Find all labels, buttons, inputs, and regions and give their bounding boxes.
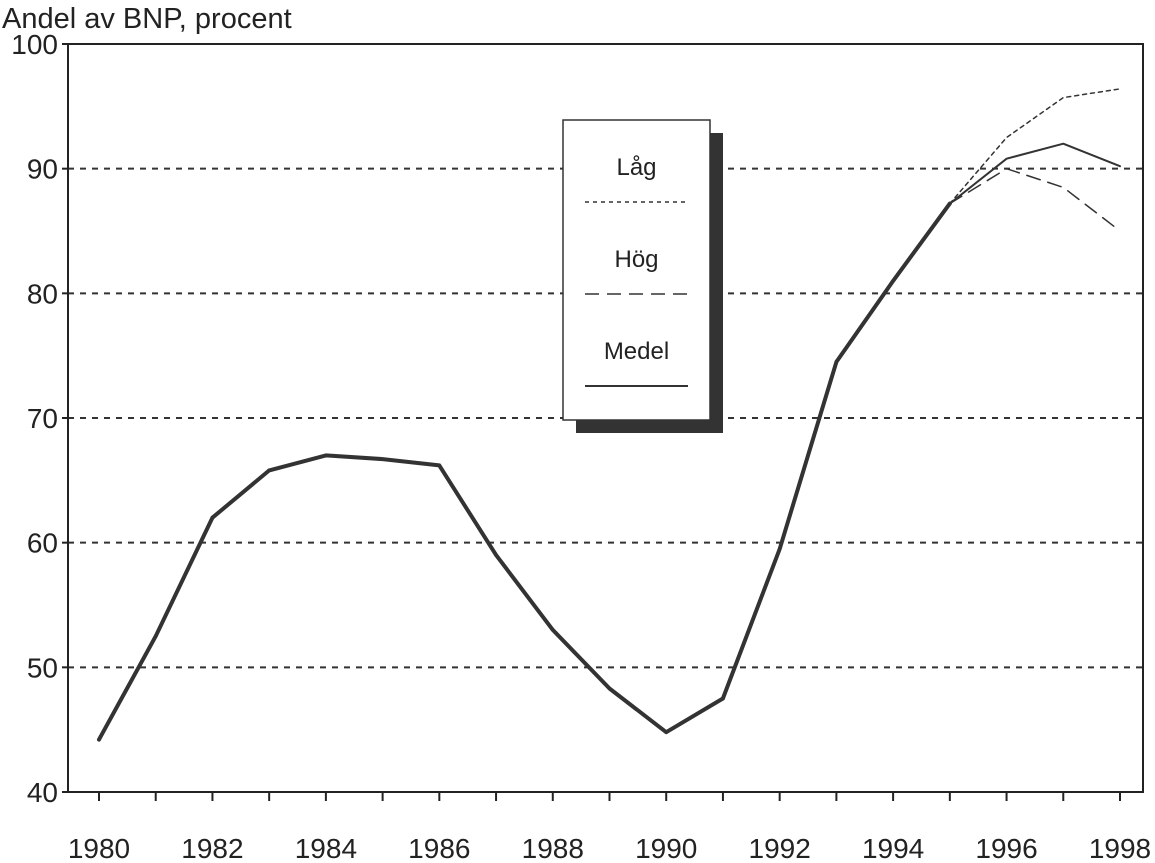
- x-tick-label: 1998: [1089, 833, 1151, 863]
- history-point: [210, 515, 215, 520]
- history-point: [324, 453, 328, 458]
- series-lines: [97, 88, 1121, 742]
- history-point: [721, 696, 725, 701]
- legend-label: Hög: [614, 246, 658, 273]
- history-point: [834, 360, 839, 364]
- series-line-lg: [949, 88, 1121, 205]
- y-tick-label: 90: [27, 154, 58, 185]
- legend-box: [562, 119, 711, 421]
- y-tick-label: 100: [11, 29, 58, 60]
- history-point: [267, 468, 271, 473]
- x-tick-label: 1982: [181, 833, 243, 863]
- x-ticks: 1980 1982 1984 1986 1988 1990 1992 1994 1996 1998: [68, 792, 1151, 863]
- legend-label: Låg: [616, 154, 656, 181]
- x-tick-label: 1986: [408, 833, 470, 863]
- history-point: [437, 463, 442, 468]
- x-tick-label: 1990: [635, 833, 697, 863]
- x-tick-label: 1994: [862, 833, 924, 863]
- history-point: [153, 634, 158, 638]
- history-point: [380, 457, 385, 461]
- history-point: [97, 737, 101, 742]
- history-point: [664, 730, 669, 734]
- y-tick-label: 70: [27, 403, 58, 434]
- x-tick-label: 1996: [975, 833, 1037, 863]
- x-tick-label: 1988: [522, 833, 584, 863]
- y-tick-label: 60: [27, 528, 58, 559]
- legend: Låg Hög Medel: [562, 119, 723, 433]
- series-line-hg: [949, 167, 1121, 232]
- y-tick-label: 50: [27, 652, 58, 683]
- x-tick-label: 1980: [68, 833, 130, 863]
- history-point: [494, 553, 498, 557]
- x-tick-label: 1992: [749, 833, 811, 863]
- history-point: [607, 686, 612, 691]
- series-history-line: [97, 201, 952, 742]
- history-point: [550, 628, 555, 632]
- y-ticks: 40 50 60 70 80 90 100: [11, 29, 68, 808]
- y-tick-label: 40: [27, 777, 58, 808]
- x-tick-label: 1984: [295, 833, 357, 863]
- history-point: [777, 547, 782, 551]
- history-point: [891, 279, 895, 283]
- legend-label: Medel: [604, 338, 669, 365]
- series-line-medel: [948, 142, 1121, 205]
- y-tick-label: 80: [27, 278, 58, 309]
- y-axis-label: Andel av BNP, procent: [2, 3, 292, 35]
